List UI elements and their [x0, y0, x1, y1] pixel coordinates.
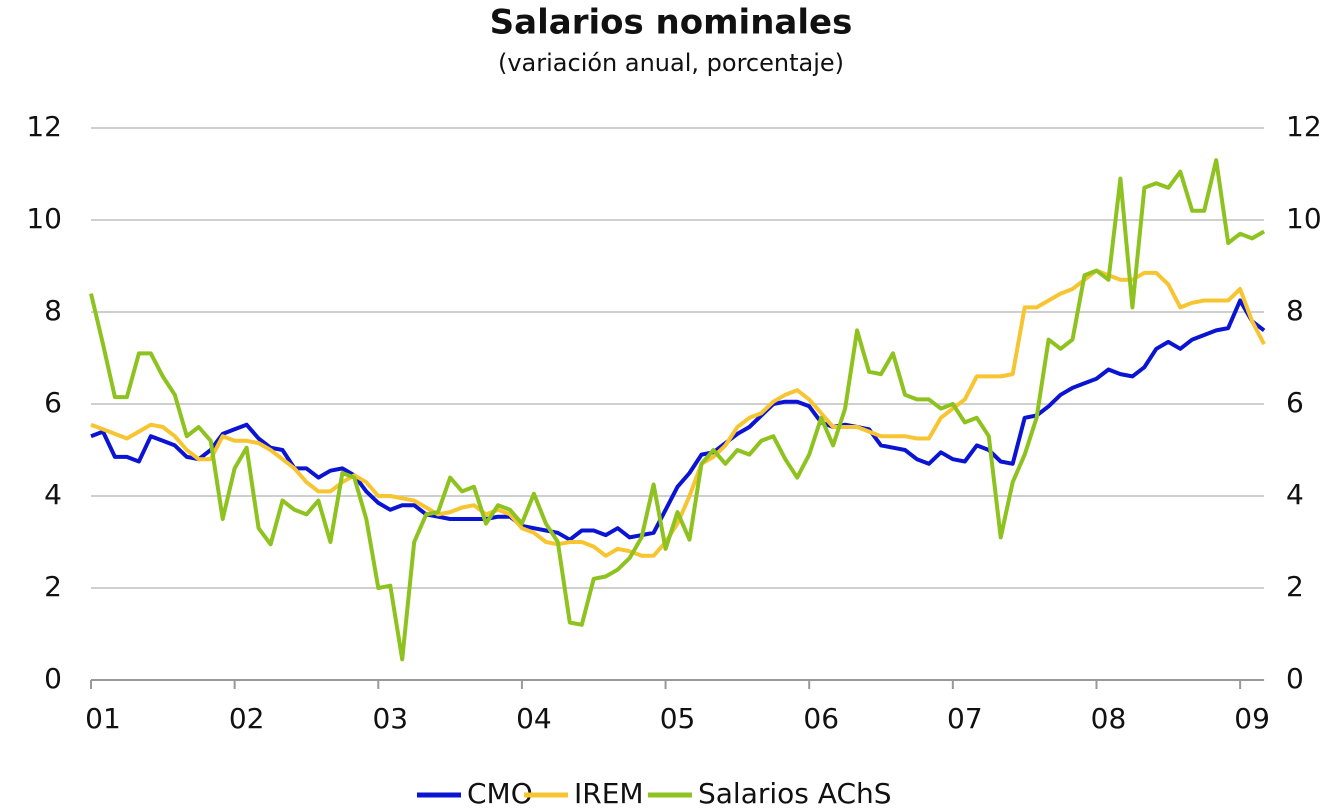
series-line: [90, 298, 1266, 542]
y2-tick-label: 10: [1286, 202, 1322, 235]
x-tick-label: 02: [229, 702, 265, 735]
x-tick-label: 08: [1091, 702, 1127, 735]
y2-tick-label: 12: [1286, 110, 1322, 143]
y-tick-label: 10: [26, 202, 62, 235]
y2-tick-label: 8: [1286, 294, 1304, 327]
y-tick-label: 12: [26, 110, 62, 143]
x-tick-label: 06: [803, 702, 839, 735]
y-tick-label: 0: [44, 662, 62, 695]
y2-tick-label: 0: [1286, 662, 1304, 695]
y-tick-label: 4: [44, 478, 62, 511]
y2-tick-label: 6: [1286, 386, 1304, 419]
x-tick-label: 03: [372, 702, 408, 735]
chart-title: Salarios nominales: [490, 3, 853, 43]
y-tick-label: 2: [44, 570, 62, 603]
series-line: [90, 268, 1266, 558]
x-tick-label: 01: [85, 702, 121, 735]
x-tick-label: 07: [947, 702, 983, 735]
x-tick-label: 09: [1234, 702, 1270, 735]
legend-label: CMO: [467, 777, 533, 810]
y-tick-label: 8: [44, 294, 62, 327]
y-tick-label: 6: [44, 386, 62, 419]
y2-tick-label: 2: [1286, 570, 1304, 603]
y2-tick-label: 4: [1286, 478, 1304, 511]
legend-label: Salarios AChS: [698, 777, 892, 810]
x-tick-label: 05: [660, 702, 696, 735]
legend-label: IREM: [574, 777, 644, 810]
series-line: [89, 158, 1266, 662]
chart-subtitle: (variación anual, porcentaje): [498, 49, 844, 77]
x-tick-label: 04: [516, 702, 552, 735]
